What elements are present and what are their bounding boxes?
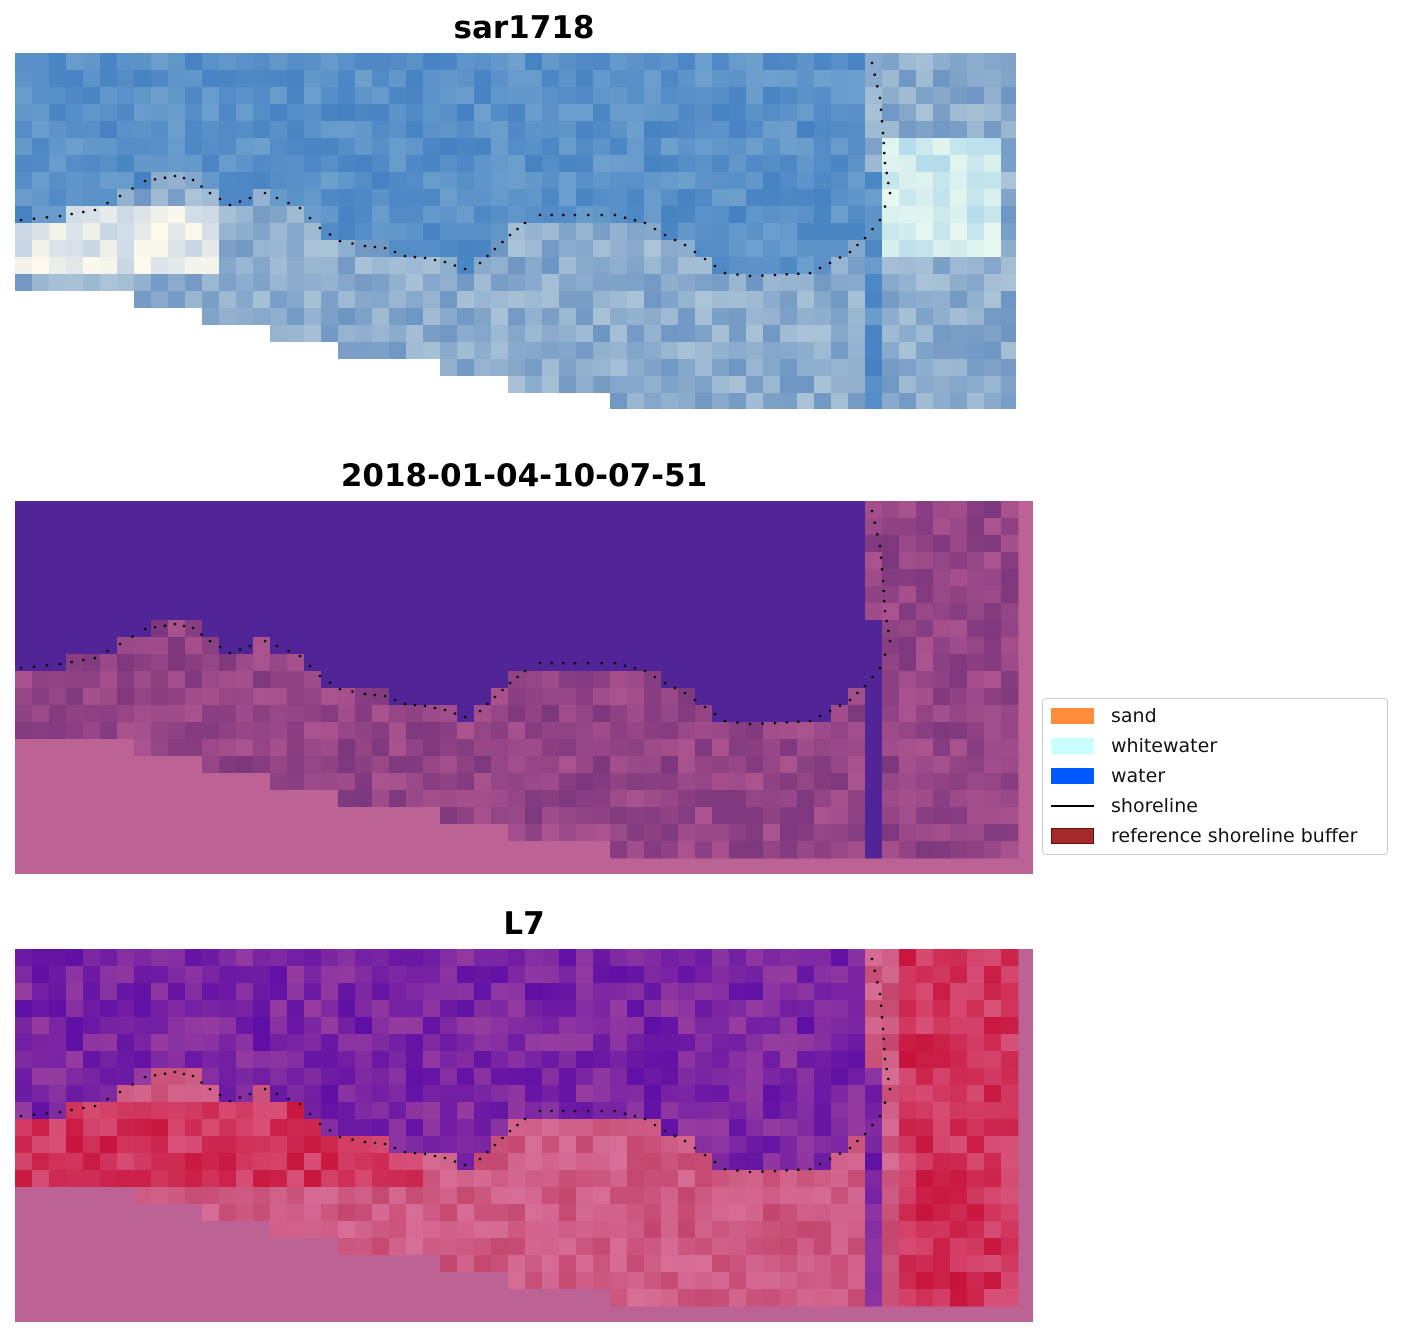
panel-title-index: L7: [503, 906, 545, 942]
legend-label-reference-buffer: reference shoreline buffer: [1111, 825, 1358, 847]
panel-title-rgb: sar1718: [453, 10, 595, 46]
legend-label-shoreline: shoreline: [1111, 795, 1198, 817]
legend-item-whitewater: whitewater: [1051, 734, 1381, 758]
panel-title-classification: 2018-01-04-10-07-51: [340, 458, 708, 494]
reference-buffer-swatch: [1051, 828, 1094, 844]
panel-index-image: [15, 949, 1033, 1322]
rgb-composite-image: [15, 53, 1016, 409]
classification-image: [15, 501, 1033, 874]
water-swatch: [1051, 768, 1094, 784]
legend-item-reference-buffer: reference shoreline buffer: [1051, 824, 1381, 848]
legend-item-sand: sand: [1051, 704, 1381, 728]
panel-classification-image: [15, 501, 1033, 874]
legend-item-water: water: [1051, 764, 1381, 788]
shoreline-line-icon: [1051, 805, 1094, 807]
legend-label-whitewater: whitewater: [1111, 735, 1218, 757]
index-image: [15, 949, 1033, 1322]
sand-swatch: [1051, 708, 1094, 724]
whitewater-swatch: [1051, 738, 1094, 754]
legend-label-sand: sand: [1111, 705, 1157, 727]
legend-item-shoreline: shoreline: [1051, 794, 1381, 818]
legend-label-water: water: [1111, 765, 1166, 787]
panel-rgb-image: [15, 53, 1016, 409]
legend: sand whitewater water shoreline referenc…: [1042, 698, 1388, 855]
